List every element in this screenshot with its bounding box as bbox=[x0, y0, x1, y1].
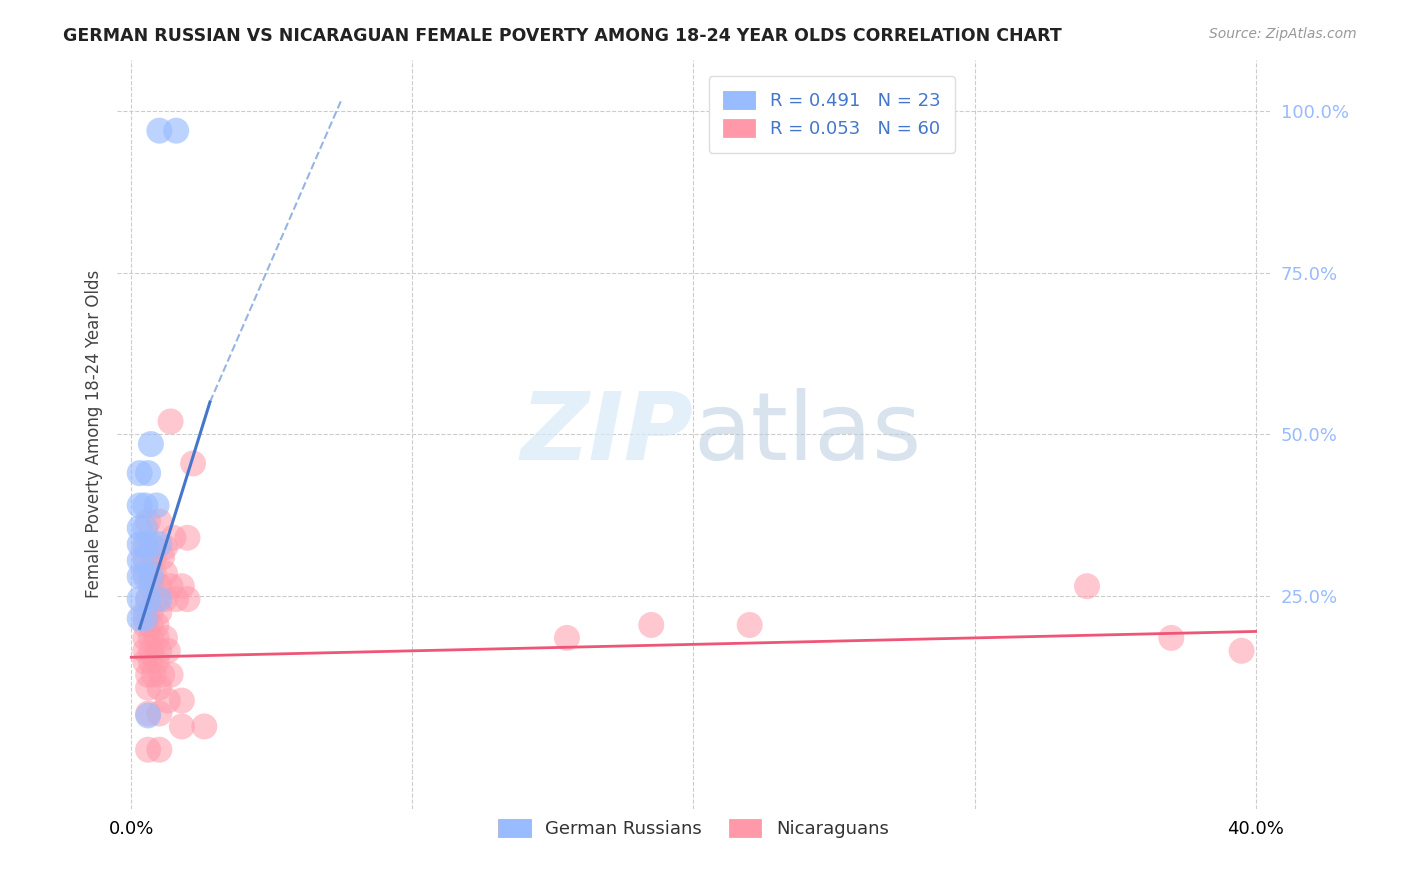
Point bbox=[136, 681, 159, 695]
Point bbox=[176, 531, 198, 545]
Point bbox=[153, 631, 176, 645]
Point bbox=[153, 541, 176, 555]
Point bbox=[136, 742, 159, 756]
Point bbox=[134, 611, 156, 625]
Point bbox=[170, 693, 193, 707]
Point bbox=[136, 515, 159, 529]
Point bbox=[139, 537, 162, 551]
Point bbox=[142, 566, 165, 581]
Point bbox=[134, 644, 156, 658]
Point bbox=[148, 742, 170, 756]
Point bbox=[156, 693, 179, 707]
Point bbox=[134, 605, 156, 619]
Point bbox=[139, 655, 162, 669]
Point bbox=[159, 667, 181, 681]
Point bbox=[148, 706, 170, 721]
Point bbox=[139, 579, 162, 593]
Point bbox=[1076, 579, 1098, 593]
Point bbox=[148, 515, 170, 529]
Point bbox=[1230, 644, 1253, 658]
Point bbox=[139, 631, 162, 645]
Point bbox=[128, 592, 150, 607]
Text: ZIP: ZIP bbox=[520, 388, 693, 481]
Point bbox=[148, 579, 170, 593]
Point bbox=[139, 569, 162, 583]
Point bbox=[148, 123, 170, 137]
Point bbox=[165, 123, 187, 137]
Legend: German Russians, Nicaraguans: German Russians, Nicaraguans bbox=[491, 812, 896, 845]
Point bbox=[128, 569, 150, 583]
Point bbox=[640, 618, 662, 632]
Point bbox=[738, 618, 761, 632]
Point bbox=[134, 550, 156, 565]
Point bbox=[136, 466, 159, 480]
Point bbox=[148, 537, 170, 551]
Text: atlas: atlas bbox=[693, 388, 922, 481]
Point bbox=[136, 592, 159, 607]
Point bbox=[128, 537, 150, 551]
Point bbox=[145, 631, 167, 645]
Point bbox=[145, 592, 167, 607]
Point bbox=[134, 655, 156, 669]
Point bbox=[555, 631, 578, 645]
Point bbox=[134, 631, 156, 645]
Point bbox=[142, 541, 165, 555]
Point bbox=[136, 706, 159, 721]
Point bbox=[136, 592, 159, 607]
Point bbox=[134, 618, 156, 632]
Point bbox=[150, 550, 173, 565]
Point bbox=[148, 592, 170, 607]
Point bbox=[150, 667, 173, 681]
Point bbox=[170, 719, 193, 733]
Point bbox=[153, 592, 176, 607]
Point bbox=[128, 611, 150, 625]
Point bbox=[145, 618, 167, 632]
Point bbox=[134, 537, 156, 551]
Point bbox=[176, 592, 198, 607]
Point bbox=[139, 605, 162, 619]
Point bbox=[162, 531, 184, 545]
Point bbox=[145, 499, 167, 513]
Point bbox=[128, 466, 150, 480]
Point bbox=[139, 644, 162, 658]
Point bbox=[159, 414, 181, 428]
Point bbox=[128, 553, 150, 567]
Point bbox=[134, 553, 156, 567]
Point bbox=[165, 592, 187, 607]
Point bbox=[134, 499, 156, 513]
Point bbox=[139, 437, 162, 451]
Point bbox=[134, 541, 156, 555]
Point bbox=[148, 681, 170, 695]
Point bbox=[170, 579, 193, 593]
Point bbox=[136, 667, 159, 681]
Point bbox=[128, 499, 150, 513]
Y-axis label: Female Poverty Among 18-24 Year Olds: Female Poverty Among 18-24 Year Olds bbox=[86, 270, 103, 599]
Point bbox=[156, 644, 179, 658]
Point bbox=[193, 719, 215, 733]
Point bbox=[139, 618, 162, 632]
Text: Source: ZipAtlas.com: Source: ZipAtlas.com bbox=[1209, 27, 1357, 41]
Point bbox=[148, 644, 170, 658]
Point bbox=[136, 708, 159, 723]
Point bbox=[134, 569, 156, 583]
Point bbox=[148, 605, 170, 619]
Point bbox=[128, 521, 150, 535]
Point bbox=[134, 566, 156, 581]
Point bbox=[134, 521, 156, 535]
Point bbox=[181, 457, 204, 471]
Point bbox=[159, 579, 181, 593]
Point bbox=[145, 655, 167, 669]
Point bbox=[153, 566, 176, 581]
Text: GERMAN RUSSIAN VS NICARAGUAN FEMALE POVERTY AMONG 18-24 YEAR OLDS CORRELATION CH: GERMAN RUSSIAN VS NICARAGUAN FEMALE POVE… bbox=[63, 27, 1062, 45]
Point bbox=[142, 550, 165, 565]
Point bbox=[1160, 631, 1182, 645]
Point bbox=[142, 667, 165, 681]
